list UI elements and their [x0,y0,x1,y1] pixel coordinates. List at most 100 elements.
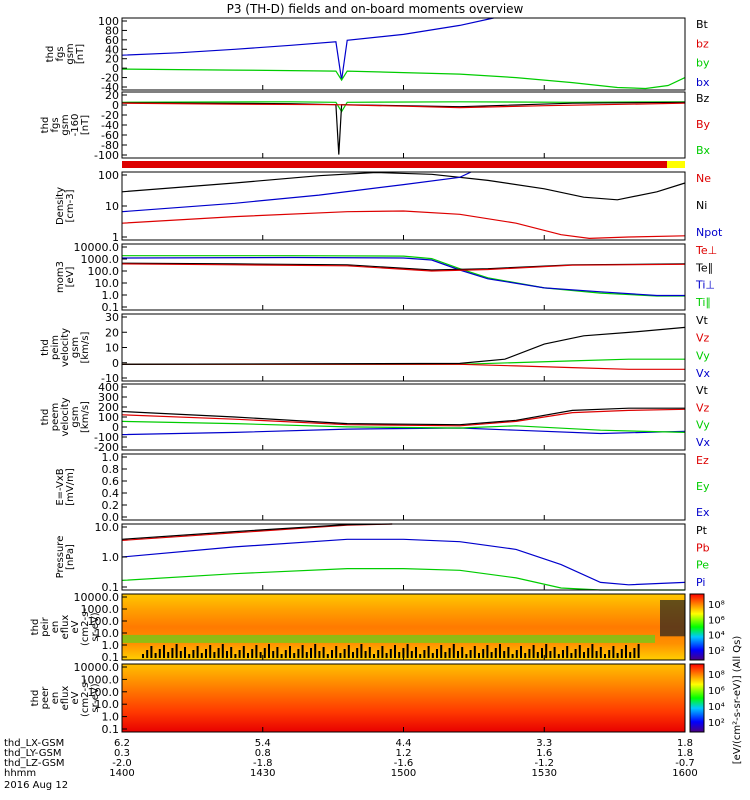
spectrogram-dropout [591,644,594,658]
y-tick-label: 10000.0 [74,591,120,604]
y-axis-label: thd [30,619,41,636]
series-line-black [121,171,686,201]
panel-peim: 30 20 10 0 -10 thd peim velocity gsm [km/s] Vt Vz Vy… [40,311,711,385]
spectrogram-dropout [347,645,350,658]
y-tick-label: 10.0 [95,277,120,290]
spectrogram-dropout [247,653,249,658]
y-tick-label: 100 [98,169,119,182]
spectrogram-dropout [150,646,153,658]
spectrogram-dropout [574,649,577,658]
legend-entry: Vx [696,367,711,380]
colorbar-tick: 10² [708,718,725,729]
y-axis-label: thd [30,690,41,707]
spectrogram-dropout [221,644,224,658]
footer-row-label: thd_LX-GSM [4,738,64,749]
spectrogram-dropout [452,644,455,658]
y-axis-label: sr-eV) [90,612,101,641]
spectrogram-dropout [389,649,392,658]
spectrogram-dropout [259,652,262,658]
y-axis-label: [km/s] [80,331,91,363]
spectrogram-dropout [587,648,590,658]
footer-value: 1600 [672,768,697,779]
spectrogram-dropout [633,648,636,658]
colorbar-label: [eV/(cm²-s-sr-eV)] (All Qs) [732,636,743,765]
legend-entry: Vy [696,349,710,362]
y-tick-label: 100.0 [88,615,120,628]
y-axis-label: [mV/m] [65,468,76,506]
spectrogram-dropout [549,651,552,658]
y-axis-label: en [50,621,61,634]
spectrogram-dropout [301,645,304,658]
y-axis-label: [nT] [80,115,91,135]
colorbar-tick: 10⁶ [708,615,725,626]
y-axis-label: eflux [60,686,71,711]
spectrogram-dropout [486,645,489,658]
y-axis-label: gsm [60,114,71,135]
y-tick-label: 20 [105,89,119,102]
y-axis-label: velocity [60,397,71,436]
series-line-red [121,210,686,240]
legend-entry: Vz [696,332,710,345]
spectrogram-dropout [339,653,342,658]
colorbar-tick: 10⁸ [708,670,725,681]
legend-entry: Vx [696,436,711,449]
footer-value: 1.8 [677,748,693,759]
spectrogram-dropout [230,647,233,658]
spectrogram-dropout [478,653,480,658]
spectrogram-dropout [167,652,170,658]
colorbar-swatch [689,663,705,733]
series-line-blue [121,17,494,81]
footer-value: 1.6 [536,748,552,759]
legend-entry: bz [696,37,709,50]
spectrogram-dropout [415,647,417,658]
footer-value: 1500 [391,768,416,779]
y-tick-label: 0 [112,99,119,112]
y-tick-label: 0.6 [102,475,120,488]
y-axis-label: [eV] [65,267,76,288]
series-line-green [121,68,686,90]
y-tick-label: 10 [105,200,119,213]
footer-value: 5.4 [255,738,271,749]
spectrogram-dropout [188,654,191,658]
footer-date: 2016 Aug 12 [4,780,68,791]
series-line-blue [121,171,472,213]
status-bar-yellow [667,161,685,168]
spectrogram-dropout [322,647,325,658]
spectrogram-dropout [289,646,291,658]
y-tick-label: 10.0 [95,521,120,534]
colorbar-1: 10⁸ 10⁶ 10⁴ 10² [689,593,725,661]
spectrogram-dropout [490,652,493,658]
footer-value: -0.7 [675,758,695,769]
y-tick-label: -20 [101,72,119,85]
series-line-blue [121,256,685,297]
y-axis-label: mom3 [55,261,66,293]
y-tick-label: 20 [105,326,119,339]
y-tick-label: 1.0 [102,289,120,302]
y-tick-label: 10 [105,342,119,355]
spectrogram-dropout [163,645,165,658]
y-tick-label: 60 [105,34,119,47]
spectrogram-dropout [528,649,531,658]
y-tick-label: 100 [98,411,119,424]
spectrogram-dropout [629,652,632,658]
y-tick-label: -10 [101,372,119,385]
series-line-green [121,420,686,433]
y-tick-label: -100 [94,149,119,162]
y-tick-label: 0.2 [102,499,120,512]
spectrogram-dropout [503,651,506,658]
spectrogram-dropout [293,653,296,658]
spectrogram-dropout [368,647,371,658]
spectrogram-dropout [427,646,430,658]
y-tick-label: 100 [98,15,119,28]
y-tick-label: 100.0 [88,265,120,278]
spectrogram-dropout [402,648,405,658]
spectrogram-dropout [335,646,338,658]
spectrogram-dropout [364,651,367,658]
spectrogram-dropout [234,654,237,658]
spectrogram-dropout [310,648,312,658]
y-axis-label: [km/s] [80,401,91,433]
panel-frame [121,17,686,91]
legend-entry: Vz [696,401,710,414]
panel-fgs2: 200-20-40-60-80-100 thd fgs gsm -160 [nT] Bz By… [40,89,711,162]
spectrogram-dropout [570,653,573,658]
